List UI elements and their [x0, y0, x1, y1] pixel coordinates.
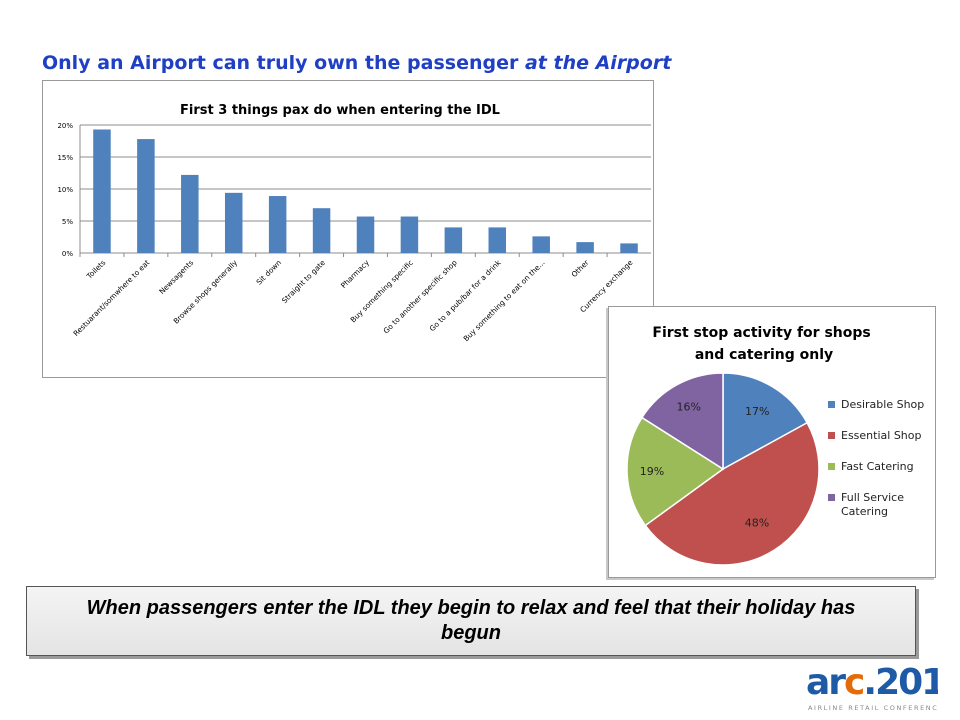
pie-chart-panel: First stop activity for shops and cateri… — [608, 306, 936, 578]
pie-chart-title-line-2: and catering only — [695, 347, 833, 363]
logo-year: .2010 — [863, 662, 938, 703]
x-tick-label: Restuarant/somwhere to eat — [71, 258, 151, 338]
bar — [137, 139, 155, 253]
bar — [181, 174, 199, 253]
slide-title: Only an Airport can truly own the passen… — [42, 52, 671, 74]
bar-chart-title: First 3 things pax do when entering the … — [180, 103, 500, 118]
logo-subtitle: AIRLINE RETAIL CONFERENCE — [808, 704, 938, 712]
x-tick-label: Sit down — [254, 258, 283, 287]
slide-title-emphasis: at the Airport — [524, 52, 672, 74]
legend-swatch — [828, 494, 835, 501]
bar — [312, 208, 331, 253]
x-tick-label: Go to a pub/bar for a drink — [428, 258, 504, 334]
pie-chart-title-line-1: First stop activity for shops — [652, 325, 870, 341]
y-tick-label: 20% — [57, 122, 73, 130]
pie-chart-title: First stop activity for shops and cateri… — [652, 325, 875, 363]
logo-c: c — [844, 662, 863, 703]
bar — [224, 192, 243, 253]
pie-data-label: 48% — [745, 516, 769, 529]
pie-slice — [722, 372, 809, 471]
legend-swatch — [828, 463, 835, 470]
bar — [400, 216, 419, 253]
bar — [620, 243, 638, 253]
y-tick-label: 15% — [57, 154, 73, 162]
bar — [356, 216, 375, 253]
bar — [576, 242, 594, 253]
logo-ar: ar — [806, 662, 846, 703]
bar — [488, 227, 507, 253]
bar-chart: First 3 things pax do when entering the … — [57, 103, 651, 343]
legend-label-line-2: Catering — [841, 505, 888, 518]
x-tick-label: Other — [570, 258, 591, 279]
pie-chart: First stop activity for shops and cateri… — [626, 325, 924, 566]
pie-slice — [626, 416, 725, 527]
y-tick-label: 0% — [62, 250, 73, 258]
legend-label: Full Service — [841, 491, 904, 504]
slide-title-main: Only an Airport can truly own the passen… — [42, 52, 525, 74]
legend-swatch — [828, 401, 835, 408]
bar — [532, 236, 550, 253]
y-tick-label: 5% — [62, 218, 73, 226]
bar — [444, 227, 463, 253]
callout-box: When passengers enter the IDL they begin… — [26, 586, 916, 656]
pie-data-label: 16% — [677, 401, 701, 414]
pie-slice — [640, 372, 724, 471]
callout-text: When passengers enter the IDL they begin… — [86, 597, 856, 644]
x-tick-label: Pharmacy — [339, 258, 371, 290]
legend-label: Essential Shop — [841, 429, 921, 442]
pie-data-label: 17% — [745, 405, 769, 418]
legend-label: Fast Catering — [841, 460, 914, 473]
x-tick-label: Go to another specific shop — [381, 258, 459, 336]
legend-swatch — [828, 432, 835, 439]
x-tick-label: Newsagents — [157, 258, 195, 296]
bar-chart-panel: First 3 things pax do when entering the … — [42, 80, 654, 378]
bar — [93, 129, 111, 253]
x-tick-label: Toilets — [84, 258, 107, 281]
pie-slice — [644, 421, 820, 566]
pie-data-label: 19% — [640, 465, 664, 478]
y-tick-label: 10% — [57, 186, 73, 194]
logo-wordmark: arc.2010 — [806, 662, 938, 703]
bar — [268, 196, 287, 253]
arc-2010-logo: arc.2010 AIRLINE RETAIL CONFERENCE — [806, 662, 938, 712]
x-tick-label: Buy something to eat on the... — [461, 258, 546, 343]
legend-label: Desirable Shop — [841, 398, 924, 411]
x-tick-label: Straight to gate — [280, 258, 327, 305]
